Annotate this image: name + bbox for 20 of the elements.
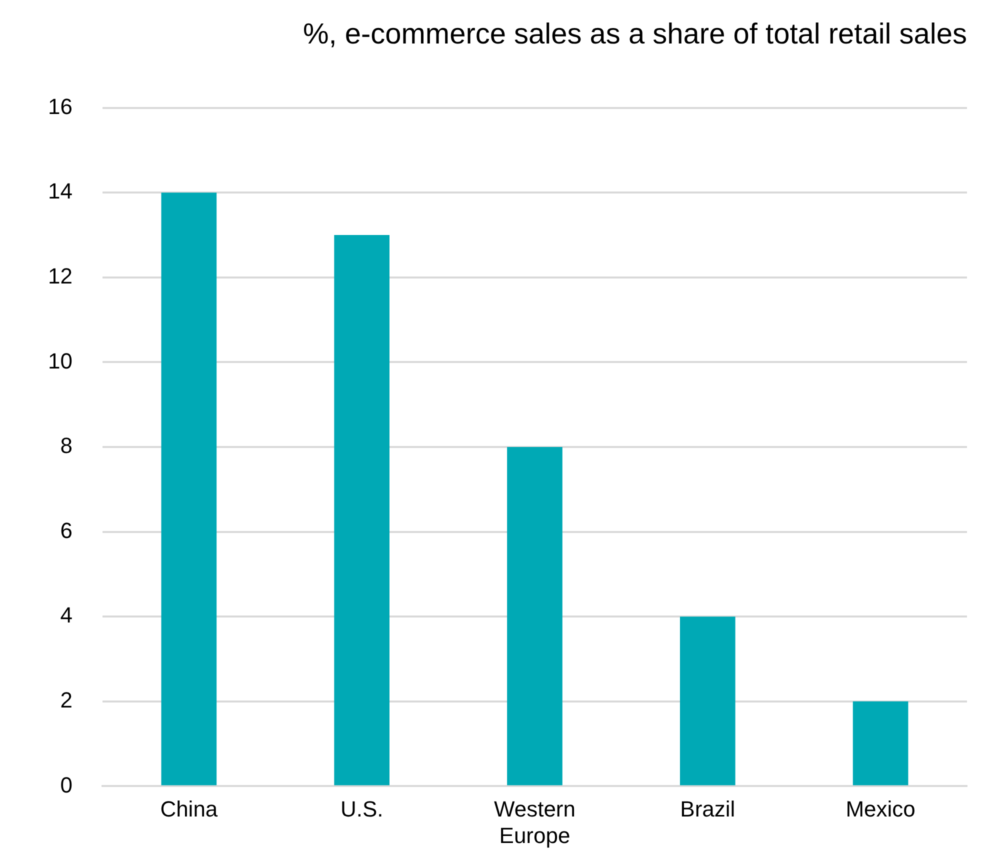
y-tick-label: 14 (48, 178, 72, 204)
bar (507, 447, 562, 786)
x-tick-label: U.S. (340, 796, 384, 822)
y-tick-label: 8 (60, 433, 72, 458)
y-tick-label: 6 (60, 518, 72, 543)
bar (334, 235, 390, 786)
y-tick-label: 2 (60, 687, 72, 712)
y-tick-label: 0 (60, 772, 72, 798)
x-tick-label: Western Europe (494, 796, 576, 848)
y-tick-label: 12 (48, 263, 72, 288)
bar (852, 701, 908, 786)
x-tick-label: Mexico (846, 796, 916, 822)
y-tick-label: 16 (48, 94, 72, 119)
y-tick-label: 4 (60, 602, 72, 628)
chart-title: %, e-commerce sales as a share of total retail sales (302, 18, 967, 50)
y-tick-label: 10 (48, 348, 72, 374)
x-tick-label: Brazil (680, 796, 736, 822)
bar (680, 616, 736, 786)
bar (161, 192, 217, 786)
x-tick-label: China (160, 796, 218, 822)
